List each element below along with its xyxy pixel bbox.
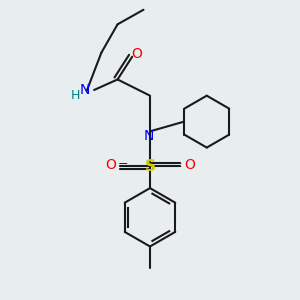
Text: =: = [118,159,129,172]
Text: =: = [171,159,182,172]
Text: O: O [131,46,142,61]
Text: S: S [145,159,155,174]
Text: O: O [105,158,116,172]
Text: H: H [71,89,80,102]
Text: N: N [144,129,154,143]
Text: O: O [184,158,195,172]
Text: N: N [80,83,90,97]
